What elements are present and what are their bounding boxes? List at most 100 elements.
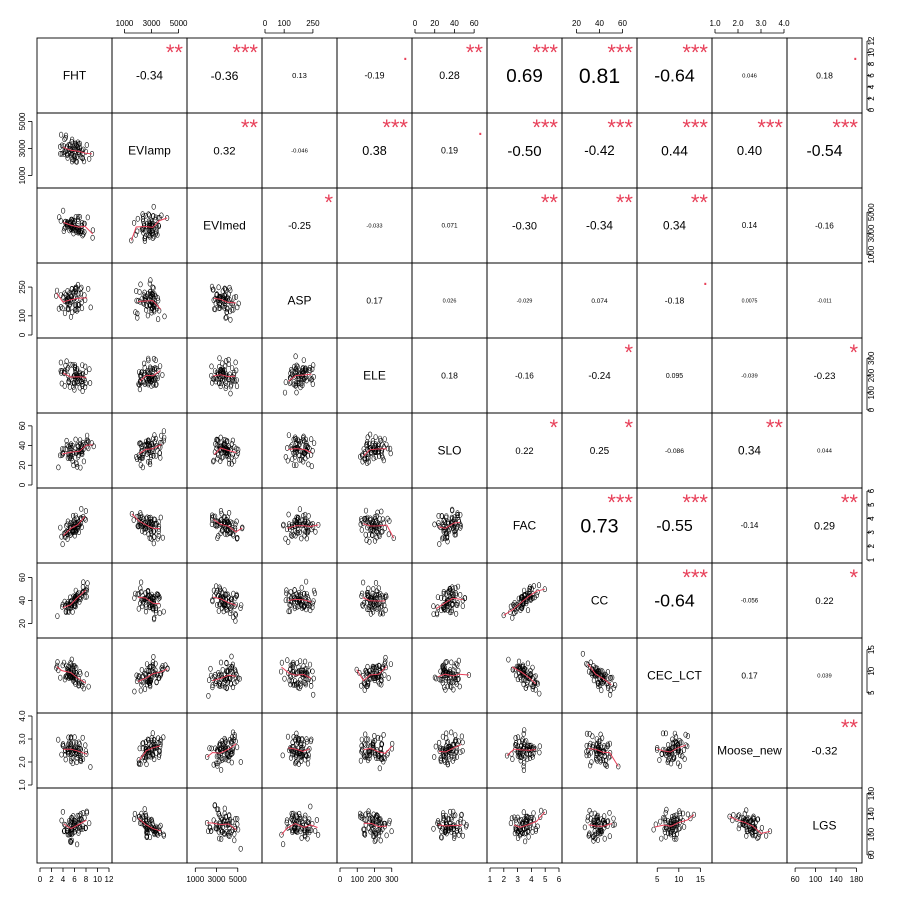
data-point [530, 686, 535, 692]
data-point [299, 602, 304, 608]
tick-label: 60 [18, 421, 27, 430]
data-point [383, 654, 388, 661]
data-point [432, 674, 438, 681]
data-point [211, 458, 216, 465]
data-point [59, 452, 65, 458]
smoother-line [137, 668, 168, 682]
data-point [378, 828, 383, 835]
data-point [517, 817, 522, 824]
data-point [80, 155, 85, 162]
data-point [143, 608, 149, 615]
data-point [382, 436, 387, 442]
data-point [304, 578, 309, 585]
data-point [151, 540, 156, 547]
smoother-line [363, 448, 387, 457]
scatter-panel-LGS-Moose_new [727, 807, 773, 841]
data-point [659, 835, 664, 842]
data-point [449, 659, 454, 666]
tick-label: 100 [867, 386, 876, 400]
data-point [286, 511, 291, 518]
data-point [457, 683, 462, 690]
data-point [657, 757, 662, 763]
data-point [369, 596, 374, 603]
data-point [63, 609, 69, 615]
data-point [381, 732, 386, 738]
correlation-value: 0.69 [506, 65, 543, 86]
data-point [363, 450, 368, 457]
data-point [663, 824, 669, 831]
scatter-panel-SLO-FHT [56, 432, 96, 471]
data-point [314, 817, 320, 823]
tick-label: 300 [867, 351, 876, 365]
data-point [73, 743, 78, 750]
data-point [364, 537, 369, 544]
data-point [139, 369, 144, 376]
data-point [367, 538, 372, 545]
scatter-panel-CEC_LCT-CC [580, 650, 618, 698]
data-point [744, 815, 750, 822]
tick-label: 2 [867, 543, 876, 548]
data-point [372, 749, 377, 755]
data-point [382, 672, 387, 678]
data-point [146, 816, 152, 823]
data-point [76, 529, 81, 535]
data-point [436, 520, 441, 526]
tick-label: 0 [18, 482, 27, 487]
data-point [287, 521, 292, 528]
axis-bottom-FHT: 0 2 4 6 8 10 12 [38, 867, 114, 884]
data-point [665, 818, 671, 824]
data-point [435, 611, 440, 618]
tick-label: 8 [84, 875, 89, 884]
data-point [304, 377, 309, 384]
data-point [458, 828, 463, 835]
data-point [616, 763, 621, 770]
tick-label: 0 [867, 407, 876, 412]
data-point [751, 816, 757, 822]
data-point [586, 752, 592, 758]
significance-stars: *** [232, 40, 258, 65]
data-point [299, 758, 304, 764]
data-point [226, 757, 231, 764]
data-point [209, 363, 214, 370]
correlation-value: -0.011 [817, 298, 831, 304]
data-point [151, 203, 156, 210]
tick-label: 250 [306, 19, 320, 28]
data-point [296, 739, 301, 746]
smoother-line [362, 523, 395, 539]
significance-stars: * [849, 340, 858, 365]
data-point [63, 751, 68, 758]
scatter-panel-SLO-ASP [283, 432, 317, 470]
data-point [70, 750, 75, 757]
data-point [610, 822, 616, 828]
scatter-panel-CEC_LCT-FAC [506, 656, 542, 697]
data-point [528, 817, 534, 824]
data-point [375, 594, 380, 601]
data-point [138, 687, 143, 694]
correlation-value: 0.026 [443, 298, 457, 304]
data-point [217, 601, 223, 607]
data-point [236, 300, 241, 307]
data-point [537, 749, 542, 756]
data-point [590, 733, 595, 740]
data-point [287, 608, 293, 615]
data-point [151, 381, 156, 388]
data-point [78, 824, 83, 831]
tick-label: 5000 [229, 875, 247, 884]
data-point [78, 290, 83, 297]
data-point [76, 213, 81, 220]
data-point [87, 820, 92, 827]
data-point [208, 828, 214, 834]
significance-stars: * [549, 415, 558, 440]
data-point [73, 224, 78, 231]
data-point [602, 673, 607, 679]
data-point [224, 517, 229, 524]
data-point [661, 815, 666, 821]
data-point [144, 306, 149, 313]
scatter-panel-ASP-EVImed [209, 283, 241, 323]
significance-stars: ** [541, 190, 559, 215]
data-point [146, 438, 151, 445]
data-point [290, 829, 295, 835]
data-point [295, 436, 300, 443]
data-point [443, 827, 449, 834]
data-point [459, 812, 464, 818]
